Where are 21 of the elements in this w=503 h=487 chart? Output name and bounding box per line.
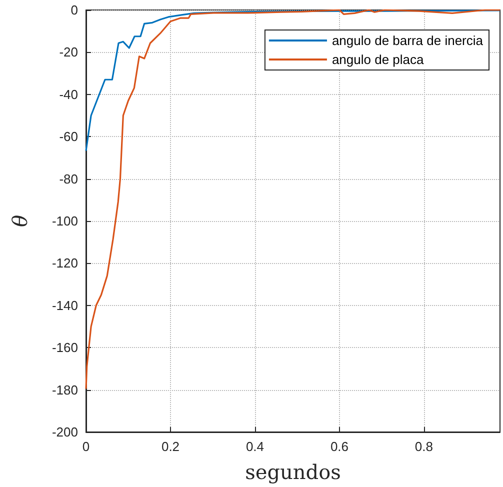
y-tick-label: -20 (59, 44, 78, 60)
x-tick-label: 0.4 (246, 439, 264, 454)
x-tick-label: 0.2 (161, 439, 180, 454)
y-tick-label: 0 (70, 2, 78, 18)
y-tick-label: -140 (52, 298, 78, 313)
y-tick-label: -180 (52, 382, 78, 398)
line-series (85, 9, 501, 390)
x-tick-label: 0.6 (330, 439, 349, 454)
y-axis-title: θ (8, 214, 32, 228)
y-tick-label: -200 (52, 424, 78, 440)
x-axis-title: segundos (245, 460, 341, 484)
y-tick-label: -60 (59, 129, 78, 144)
legend-label: angulo de placa (332, 52, 425, 67)
y-tick-label: -100 (52, 214, 78, 228)
x-tick-label: 0 (82, 439, 90, 454)
y-tick-label: -80 (59, 171, 78, 186)
x-tick-label: 0.8 (414, 439, 433, 454)
y-tick-label: -120 (52, 256, 78, 271)
y-tick-label: -40 (59, 86, 78, 102)
y-tick-label: -160 (52, 340, 78, 356)
legend-label: angulo de barra de inercia (332, 33, 484, 48)
